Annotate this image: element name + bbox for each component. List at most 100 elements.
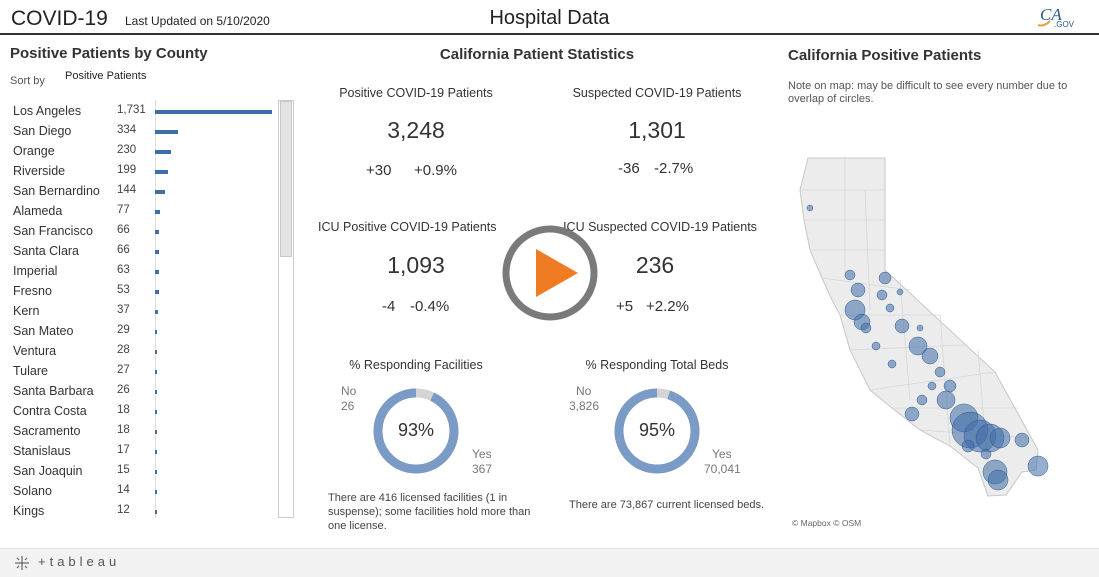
icu-positive-pct: -0.4% xyxy=(410,298,450,315)
county-bar xyxy=(155,290,159,294)
county-value: 144 xyxy=(117,184,137,196)
county-row[interactable]: Imperial 63 xyxy=(0,264,295,284)
county-row[interactable]: Santa Barbara 26 xyxy=(0,384,295,404)
county-row[interactable]: San Diego 334 xyxy=(0,124,295,144)
facilities-no-value: 26 xyxy=(341,399,355,413)
county-row[interactable]: Fresno 53 xyxy=(0,284,295,304)
icu-suspected-label: ICU Suspected COVID-19 Patients xyxy=(563,220,757,234)
county-bar xyxy=(155,170,169,174)
patient-circle[interactable] xyxy=(896,288,904,296)
county-name: San Mateo xyxy=(13,324,74,338)
beds-no-label: No xyxy=(576,384,592,398)
county-row[interactable]: Stanislaus 17 xyxy=(0,444,295,464)
county-name: Los Angeles xyxy=(13,104,82,118)
county-value: 26 xyxy=(117,384,130,396)
county-row[interactable]: San Bernardino 144 xyxy=(0,184,295,204)
patient-circle[interactable] xyxy=(871,341,881,351)
county-name: San Joaquin xyxy=(13,464,83,478)
patient-circle[interactable] xyxy=(844,269,856,281)
county-bar xyxy=(155,230,160,234)
county-row[interactable]: San Joaquin 15 xyxy=(0,464,295,484)
california-map[interactable] xyxy=(790,150,1090,510)
positive-patients-value: 3,248 xyxy=(387,117,445,143)
suspected-patients-value: 1,301 xyxy=(628,117,686,143)
positive-patients-pct: +0.9% xyxy=(414,162,457,179)
patient-circle[interactable] xyxy=(887,359,897,369)
patient-circle[interactable] xyxy=(927,381,937,391)
county-bar xyxy=(155,270,160,274)
beds-yes-label: Yes xyxy=(712,447,732,461)
patient-circle[interactable] xyxy=(989,427,1011,449)
county-row[interactable]: Riverside 199 xyxy=(0,164,295,184)
patient-circle[interactable] xyxy=(916,324,924,332)
beds-percent: 95% xyxy=(638,420,676,440)
county-row[interactable]: Solano 14 xyxy=(0,484,295,504)
county-value: 77 xyxy=(117,204,130,216)
patient-circle[interactable] xyxy=(916,394,928,406)
patient-circle[interactable] xyxy=(980,448,992,460)
county-bar xyxy=(155,150,171,154)
patient-circle[interactable] xyxy=(885,303,895,313)
map-credit: © Mapbox © OSM xyxy=(792,518,862,528)
county-name: Ventura xyxy=(13,344,57,358)
county-value: 230 xyxy=(117,144,137,156)
patient-circle[interactable] xyxy=(936,390,956,410)
app-title: COVID-19 xyxy=(11,7,108,30)
patient-circle[interactable] xyxy=(894,318,910,334)
county-value: 17 xyxy=(117,444,130,456)
patient-circle[interactable] xyxy=(806,204,814,212)
facilities-no-label: No xyxy=(341,384,357,398)
county-row[interactable]: Kern 37 xyxy=(0,304,295,324)
patient-circle[interactable] xyxy=(904,406,920,422)
county-bar xyxy=(155,510,157,514)
patient-circle[interactable] xyxy=(878,271,892,285)
suspected-patients-delta: -36 xyxy=(618,160,640,177)
county-value: 28 xyxy=(117,344,130,356)
county-bar xyxy=(155,330,157,334)
sort-by-selector[interactable]: Positive Patients xyxy=(65,70,147,82)
county-row[interactable]: Tulare 27 xyxy=(0,364,295,384)
positive-patients-label: Positive COVID-19 Patients xyxy=(339,86,493,100)
patient-circle[interactable] xyxy=(1014,432,1030,448)
county-row[interactable]: Kings 12 xyxy=(0,504,295,524)
county-row[interactable]: Santa Clara 66 xyxy=(0,244,295,264)
beds-note: There are 73,867 current licensed beds. xyxy=(569,499,765,511)
patient-circle[interactable] xyxy=(921,347,939,365)
county-name: San Diego xyxy=(13,124,72,138)
county-row[interactable]: Sacramento 18 xyxy=(0,424,295,444)
ca-gov-logo[interactable]: CA .GOV xyxy=(1034,3,1076,31)
patient-circle[interactable] xyxy=(860,322,872,334)
patient-circle[interactable] xyxy=(943,379,957,393)
county-row[interactable]: Los Angeles 1,731 xyxy=(0,104,295,124)
suspected-patients-label: Suspected COVID-19 Patients xyxy=(572,86,742,100)
patient-circle[interactable] xyxy=(934,366,946,378)
patient-circle[interactable] xyxy=(1027,455,1049,477)
patient-circle[interactable] xyxy=(987,469,1009,491)
play-icon[interactable] xyxy=(502,225,598,321)
patient-circle[interactable] xyxy=(961,439,975,453)
scrollbar-thumb[interactable] xyxy=(280,101,292,257)
county-name: Stanislaus xyxy=(13,444,71,458)
county-row[interactable]: San Francisco 66 xyxy=(0,224,295,244)
patient-circle[interactable] xyxy=(908,336,928,356)
county-value: 199 xyxy=(117,164,137,176)
beds-no-value: 3,826 xyxy=(569,399,600,413)
tableau-brand-text[interactable]: +tableau xyxy=(38,554,121,569)
county-row[interactable]: Alameda 77 xyxy=(0,204,295,224)
county-value: 15 xyxy=(117,464,130,476)
header-divider xyxy=(0,33,1099,35)
tableau-logo-icon[interactable] xyxy=(14,555,30,571)
county-row[interactable]: Contra Costa 18 xyxy=(0,404,295,424)
county-row[interactable]: Ventura 28 xyxy=(0,344,295,364)
county-name: Solano xyxy=(13,484,52,498)
county-bar xyxy=(155,190,165,194)
county-row[interactable]: Orange 230 xyxy=(0,144,295,164)
county-bar xyxy=(155,370,157,374)
patient-circle[interactable] xyxy=(876,289,888,301)
patient-circle[interactable] xyxy=(850,282,866,298)
last-updated-text: Last Updated on 5/10/2020 xyxy=(125,14,270,28)
county-value: 14 xyxy=(117,484,130,496)
county-row[interactable]: San Mateo 29 xyxy=(0,324,295,344)
page-title: Hospital Data xyxy=(489,7,610,29)
footer-bar xyxy=(0,548,1099,577)
